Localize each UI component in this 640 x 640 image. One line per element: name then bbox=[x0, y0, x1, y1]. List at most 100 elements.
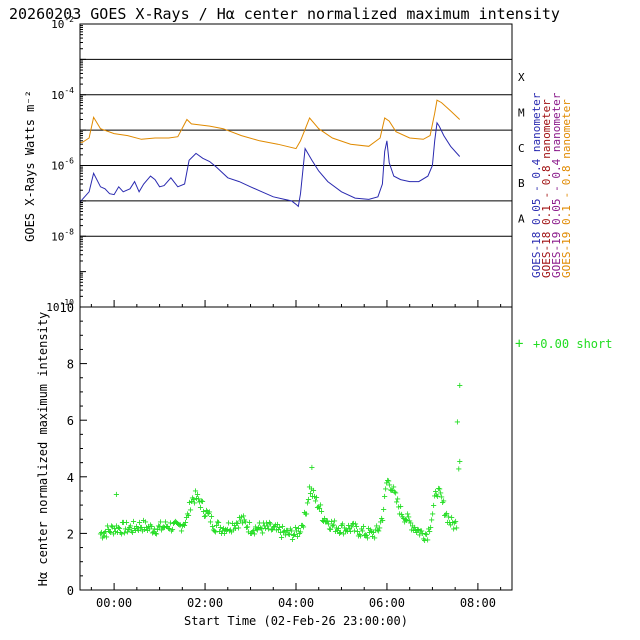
data-point: + bbox=[397, 509, 403, 520]
y-tick-label: 4 bbox=[67, 471, 74, 485]
data-point: + bbox=[161, 522, 167, 533]
legend-entry: GOES-19 0.05 - 0.4 nanometer bbox=[550, 92, 563, 278]
time-x-axis: 00:00 02:00 04:00 06:00 08:00 bbox=[90, 300, 502, 610]
data-point: + bbox=[384, 478, 390, 489]
data-point: + bbox=[250, 527, 256, 538]
data-point: + bbox=[376, 526, 382, 537]
data-point: + bbox=[211, 526, 217, 537]
data-point: + bbox=[137, 523, 143, 534]
data-point: + bbox=[369, 526, 375, 537]
data-point: + bbox=[204, 507, 210, 518]
data-point: + bbox=[110, 529, 116, 540]
y-tick-label: 10-6 bbox=[51, 157, 74, 173]
data-point: + bbox=[408, 518, 414, 529]
data-point: + bbox=[447, 517, 453, 528]
data-point: + bbox=[400, 512, 406, 523]
data-point: + bbox=[228, 525, 234, 536]
data-point: + bbox=[119, 518, 125, 529]
data-point: + bbox=[138, 522, 144, 533]
data-point: + bbox=[359, 524, 365, 535]
x-tick-label: 00:00 bbox=[96, 596, 132, 610]
data-point: + bbox=[227, 526, 233, 537]
data-point: + bbox=[325, 516, 331, 527]
data-point: + bbox=[406, 512, 412, 523]
data-point: + bbox=[212, 527, 218, 538]
data-point: + bbox=[446, 512, 452, 523]
data-point: + bbox=[139, 526, 145, 537]
data-point: + bbox=[141, 525, 147, 536]
xray-y-axis: 10-2 10-4 10-6 10-8 10-10 bbox=[46, 15, 86, 314]
data-point: + bbox=[407, 516, 413, 527]
data-point: + bbox=[443, 510, 449, 521]
data-point: + bbox=[234, 518, 240, 529]
data-point: + bbox=[187, 505, 193, 516]
data-point: + bbox=[334, 523, 340, 534]
data-point: + bbox=[387, 480, 393, 491]
data-point: + bbox=[175, 519, 181, 530]
data-point: + bbox=[134, 524, 140, 535]
data-point: + bbox=[327, 524, 333, 535]
data-point: + bbox=[375, 525, 381, 536]
data-point: + bbox=[289, 526, 295, 537]
data-point: + bbox=[106, 526, 112, 537]
data-point: + bbox=[251, 526, 257, 537]
data-point: + bbox=[196, 497, 202, 508]
data-point: + bbox=[445, 518, 451, 529]
data-point: + bbox=[265, 521, 271, 532]
data-point: + bbox=[269, 525, 275, 536]
data-point: + bbox=[398, 501, 404, 512]
data-point: + bbox=[388, 485, 394, 496]
data-point: + bbox=[135, 526, 141, 537]
halpha-legend: + +0.00 short bbox=[515, 336, 612, 352]
halpha-y-axis: 0 2 4 6 8 10 bbox=[60, 301, 87, 598]
data-point: + bbox=[336, 524, 342, 535]
data-point: + bbox=[436, 483, 442, 494]
data-point: + bbox=[215, 517, 221, 528]
data-point: + bbox=[263, 523, 269, 534]
data-point: + bbox=[450, 518, 456, 529]
data-point: + bbox=[99, 533, 105, 544]
data-point: + bbox=[240, 518, 246, 529]
data-point: + bbox=[310, 492, 316, 503]
legend-entry: GOES-18 0.05 - 0.4 nanometer bbox=[530, 92, 543, 278]
data-point: + bbox=[105, 524, 111, 535]
data-point: + bbox=[255, 525, 261, 536]
y-tick-label: 10 bbox=[60, 301, 74, 315]
data-point: + bbox=[405, 509, 411, 520]
data-point: + bbox=[346, 520, 352, 531]
data-point: + bbox=[350, 519, 356, 530]
data-point: + bbox=[158, 525, 164, 536]
data-point: + bbox=[239, 512, 245, 523]
data-point: + bbox=[372, 533, 378, 544]
data-point: + bbox=[421, 534, 427, 545]
data-point: + bbox=[419, 526, 425, 537]
data-point: + bbox=[418, 526, 424, 537]
data-point: + bbox=[150, 527, 156, 538]
data-point: + bbox=[229, 527, 235, 538]
data-point: + bbox=[317, 504, 323, 515]
data-point: + bbox=[192, 486, 198, 497]
data-point: + bbox=[354, 521, 360, 532]
data-point: + bbox=[247, 517, 253, 528]
data-point: + bbox=[410, 521, 416, 532]
data-point: + bbox=[166, 524, 172, 535]
x-tick-label: 04:00 bbox=[278, 596, 314, 610]
data-point: + bbox=[172, 517, 178, 528]
data-point: + bbox=[282, 526, 288, 537]
y-tick-label: 10-10 bbox=[46, 298, 74, 314]
data-point: + bbox=[177, 520, 183, 531]
data-point: + bbox=[131, 523, 137, 534]
data-point: + bbox=[454, 523, 460, 534]
legend-entry: GOES-18 0.1 - 0.8 nanometer bbox=[540, 99, 553, 278]
data-point: + bbox=[441, 496, 447, 507]
data-point: + bbox=[321, 516, 327, 527]
data-point: + bbox=[312, 492, 318, 503]
flare-class-gridlines bbox=[80, 58, 512, 237]
data-point: + bbox=[383, 484, 389, 495]
data-point: + bbox=[242, 515, 248, 526]
data-point: + bbox=[456, 464, 462, 475]
data-point: + bbox=[315, 502, 321, 513]
data-point: + bbox=[220, 523, 226, 534]
data-point: + bbox=[178, 526, 184, 537]
